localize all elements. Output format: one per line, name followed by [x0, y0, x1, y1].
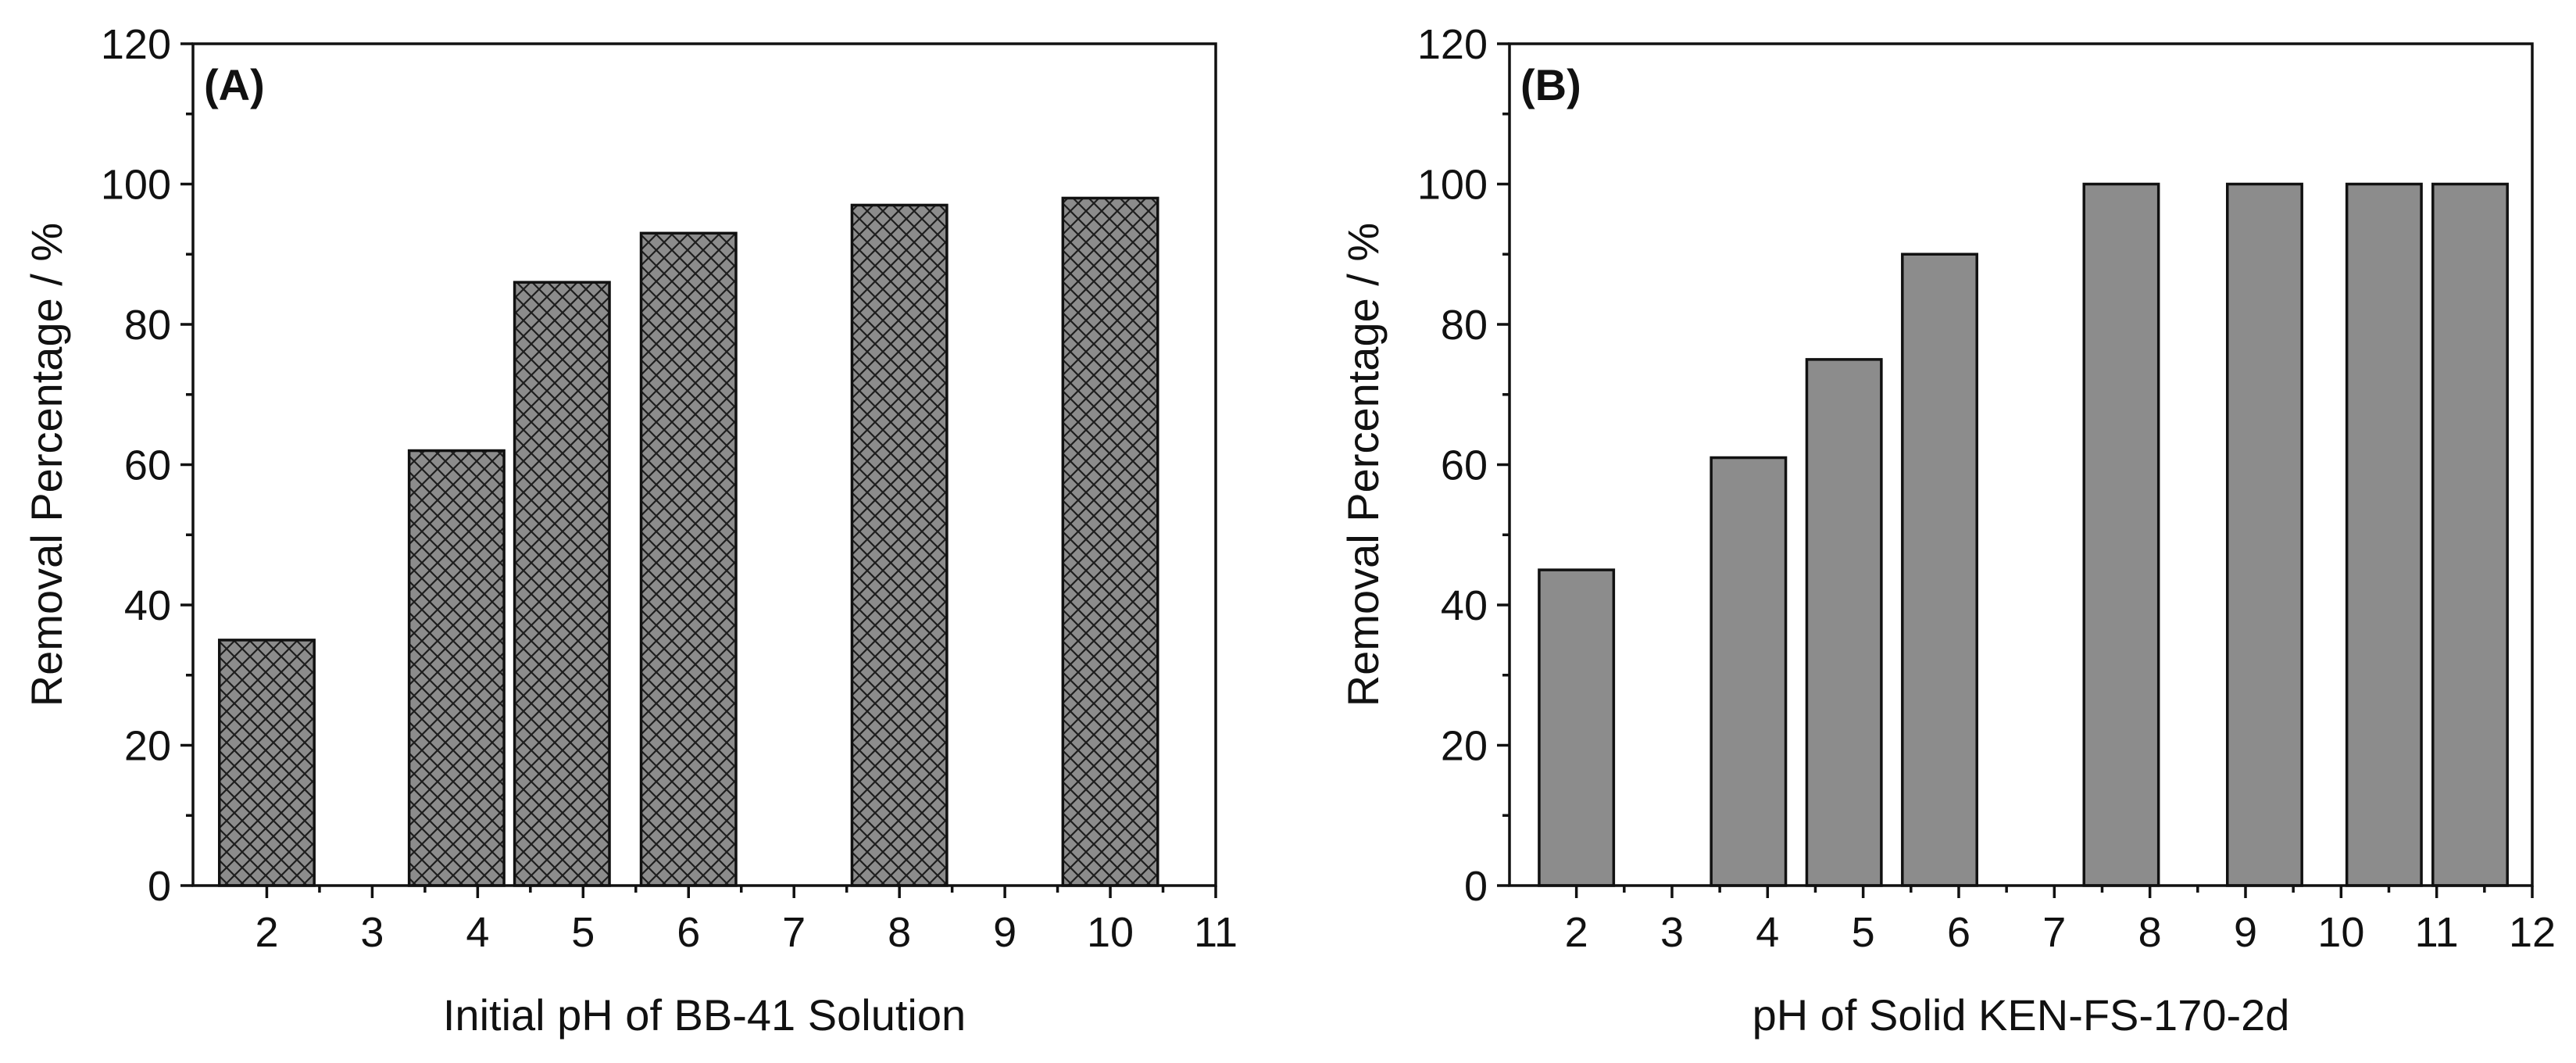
- x-tick-label: 11: [2415, 909, 2459, 956]
- y-tick-label: 40: [1441, 582, 1488, 629]
- x-tick-label: 6: [677, 909, 700, 956]
- bar: [1710, 456, 1788, 887]
- x-axis-ticks: 2 3 4 5 6 7 8 9 10 11 12: [1565, 886, 2556, 956]
- bar: [1061, 196, 1159, 887]
- bar-series: [1538, 182, 2509, 887]
- x-tick-label: 8: [888, 909, 911, 956]
- bar: [2225, 182, 2303, 887]
- x-tick-label: 9: [993, 909, 1016, 956]
- y-axis-label: Removal Percentage / %: [22, 223, 71, 707]
- y-tick-label: 60: [1441, 442, 1488, 489]
- x-tick-label: 5: [571, 909, 595, 956]
- x-tick-label: 3: [1660, 909, 1684, 956]
- bar: [513, 281, 611, 887]
- bar: [1901, 252, 1978, 887]
- x-tick-label: 9: [2234, 909, 2257, 956]
- bar: [2082, 182, 2160, 887]
- bar: [217, 639, 316, 887]
- y-tick-label: 80: [1441, 302, 1488, 349]
- bar: [850, 203, 949, 887]
- x-tick-label: 2: [1565, 909, 1588, 956]
- x-tick-label: 6: [1947, 909, 1970, 956]
- x-tick-label: 4: [1756, 909, 1779, 956]
- x-tick-label: 7: [782, 909, 806, 956]
- x-axis-label: Initial pH of BB-41 Solution: [443, 990, 966, 1040]
- x-tick-label: 10: [2317, 909, 2364, 956]
- bar-series: [217, 196, 1159, 887]
- y-tick-label: 20: [124, 723, 171, 770]
- x-tick-label: 12: [2509, 909, 2556, 956]
- chart-panel-b: 2 3 4 5 6 7 8 9 10 11 12 0 20 40 60 80 100 120 (B) pH of…: [1338, 21, 2556, 1040]
- y-tick-label: 120: [1417, 21, 1488, 68]
- bar: [1538, 568, 1616, 887]
- y-axis-ticks: 0 20 40 60 80 100 120: [1417, 21, 1510, 910]
- y-tick-label: 20: [1441, 723, 1488, 770]
- x-axis-label: pH of Solid KEN-FS-170-2d: [1752, 990, 2290, 1040]
- bar: [2431, 182, 2509, 887]
- bar: [2345, 182, 2423, 887]
- x-tick-label: 7: [2042, 909, 2066, 956]
- y-tick-label: 100: [1417, 162, 1488, 209]
- x-tick-label: 4: [466, 909, 489, 956]
- panel-label: (B): [1520, 60, 1581, 109]
- panel-label: (A): [204, 60, 265, 109]
- y-tick-label: 0: [148, 863, 171, 910]
- x-axis-ticks: 2 3 4 5 6 7 8 9 10 11: [255, 886, 1238, 956]
- y-tick-label: 0: [1464, 863, 1488, 910]
- chart-panel-a: 2 3 4 5 6 7 8 9 10 11 0 20 40 60 80 100 120 (A) Initial…: [22, 21, 1238, 1040]
- y-tick-label: 120: [101, 21, 171, 68]
- y-tick-label: 100: [101, 162, 171, 209]
- y-tick-label: 60: [124, 442, 171, 489]
- x-tick-label: 8: [2138, 909, 2162, 956]
- x-tick-label: 11: [1194, 909, 1238, 956]
- y-tick-label: 80: [124, 302, 171, 349]
- x-tick-label: 2: [255, 909, 278, 956]
- x-tick-label: 10: [1087, 909, 1134, 956]
- bar: [1805, 358, 1883, 887]
- y-tick-label: 40: [124, 582, 171, 629]
- x-tick-label: 5: [1852, 909, 1875, 956]
- bar: [407, 449, 506, 887]
- y-axis-label: Removal Percentage / %: [1338, 223, 1388, 707]
- y-axis-ticks: 0 20 40 60 80 100 120: [101, 21, 193, 910]
- bar: [639, 231, 738, 887]
- x-tick-label: 3: [360, 909, 384, 956]
